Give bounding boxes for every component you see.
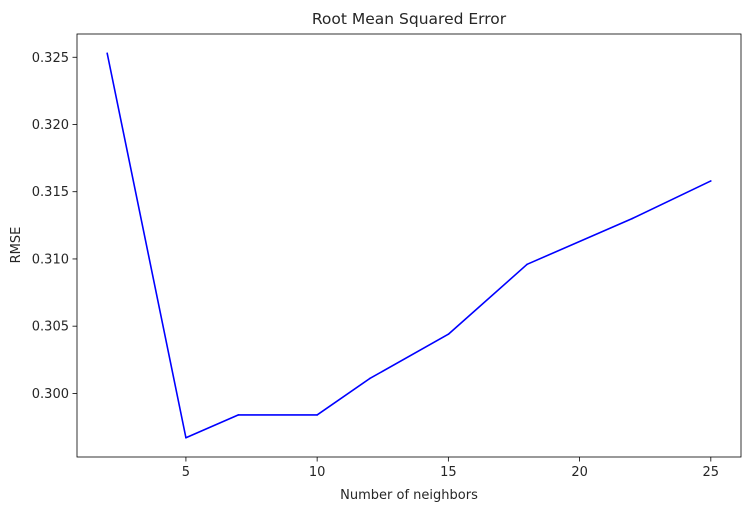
x-tick-label: 15 bbox=[440, 465, 457, 480]
data-point bbox=[316, 414, 318, 416]
data-point bbox=[710, 180, 712, 182]
data-point bbox=[368, 377, 371, 380]
y-tick-label: 0.305 bbox=[32, 320, 69, 335]
x-tick-label: 25 bbox=[703, 465, 720, 480]
data-point bbox=[185, 436, 187, 439]
x-tick-label: 20 bbox=[571, 465, 588, 480]
data-point bbox=[631, 217, 633, 220]
data-point bbox=[526, 263, 528, 266]
x-axis-label: Number of neighbors bbox=[340, 488, 478, 503]
y-tick-label: 0.310 bbox=[32, 252, 69, 267]
y-axis-label: RMSE bbox=[9, 227, 24, 264]
data-point bbox=[447, 333, 450, 336]
data-point bbox=[106, 52, 108, 55]
chart-title: Root Mean Squared Error bbox=[312, 10, 507, 28]
data-points bbox=[106, 52, 712, 439]
series-line-rmse bbox=[106, 53, 712, 439]
y-axis-ticks: 0.300 0.305 0.310 0.315 0.320 0.325 bbox=[32, 51, 77, 402]
data-point bbox=[237, 414, 240, 416]
x-tick-label: 5 bbox=[182, 465, 190, 480]
y-tick-label: 0.325 bbox=[32, 51, 69, 66]
x-tick-label: 10 bbox=[309, 465, 326, 480]
plot-area bbox=[76, 33, 742, 458]
x-axis-ticks: 5 10 15 20 25 bbox=[182, 457, 719, 480]
y-tick-label: 0.300 bbox=[32, 387, 69, 402]
y-tick-label: 0.320 bbox=[32, 118, 69, 133]
y-tick-label: 0.315 bbox=[32, 185, 69, 200]
